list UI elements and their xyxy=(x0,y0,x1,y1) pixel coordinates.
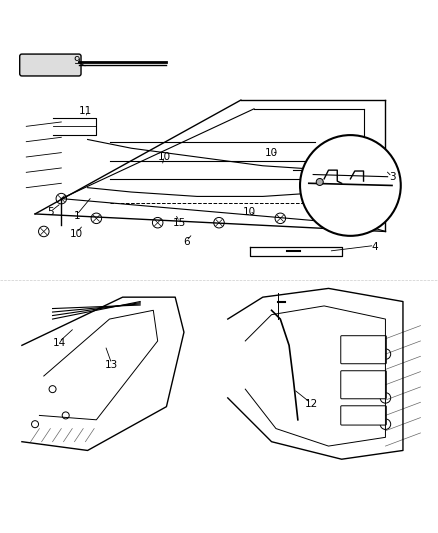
Text: 14: 14 xyxy=(53,338,66,348)
Text: 1: 1 xyxy=(73,211,80,221)
Text: 3: 3 xyxy=(389,172,396,182)
Circle shape xyxy=(300,135,401,236)
Circle shape xyxy=(316,179,323,185)
Text: 15: 15 xyxy=(173,217,186,228)
FancyBboxPatch shape xyxy=(341,406,386,425)
FancyBboxPatch shape xyxy=(20,54,81,76)
Text: 10: 10 xyxy=(265,148,278,158)
Text: 10: 10 xyxy=(243,207,256,217)
Text: 4: 4 xyxy=(371,242,378,252)
Text: 10: 10 xyxy=(70,229,83,239)
Text: 6: 6 xyxy=(183,237,190,247)
Text: 9: 9 xyxy=(73,55,80,66)
Text: 12: 12 xyxy=(304,399,318,409)
FancyBboxPatch shape xyxy=(341,336,386,364)
FancyBboxPatch shape xyxy=(341,371,386,399)
Text: 11: 11 xyxy=(79,106,92,116)
Text: 5: 5 xyxy=(47,207,54,217)
Text: 10: 10 xyxy=(158,152,171,162)
Text: 13: 13 xyxy=(105,360,118,370)
